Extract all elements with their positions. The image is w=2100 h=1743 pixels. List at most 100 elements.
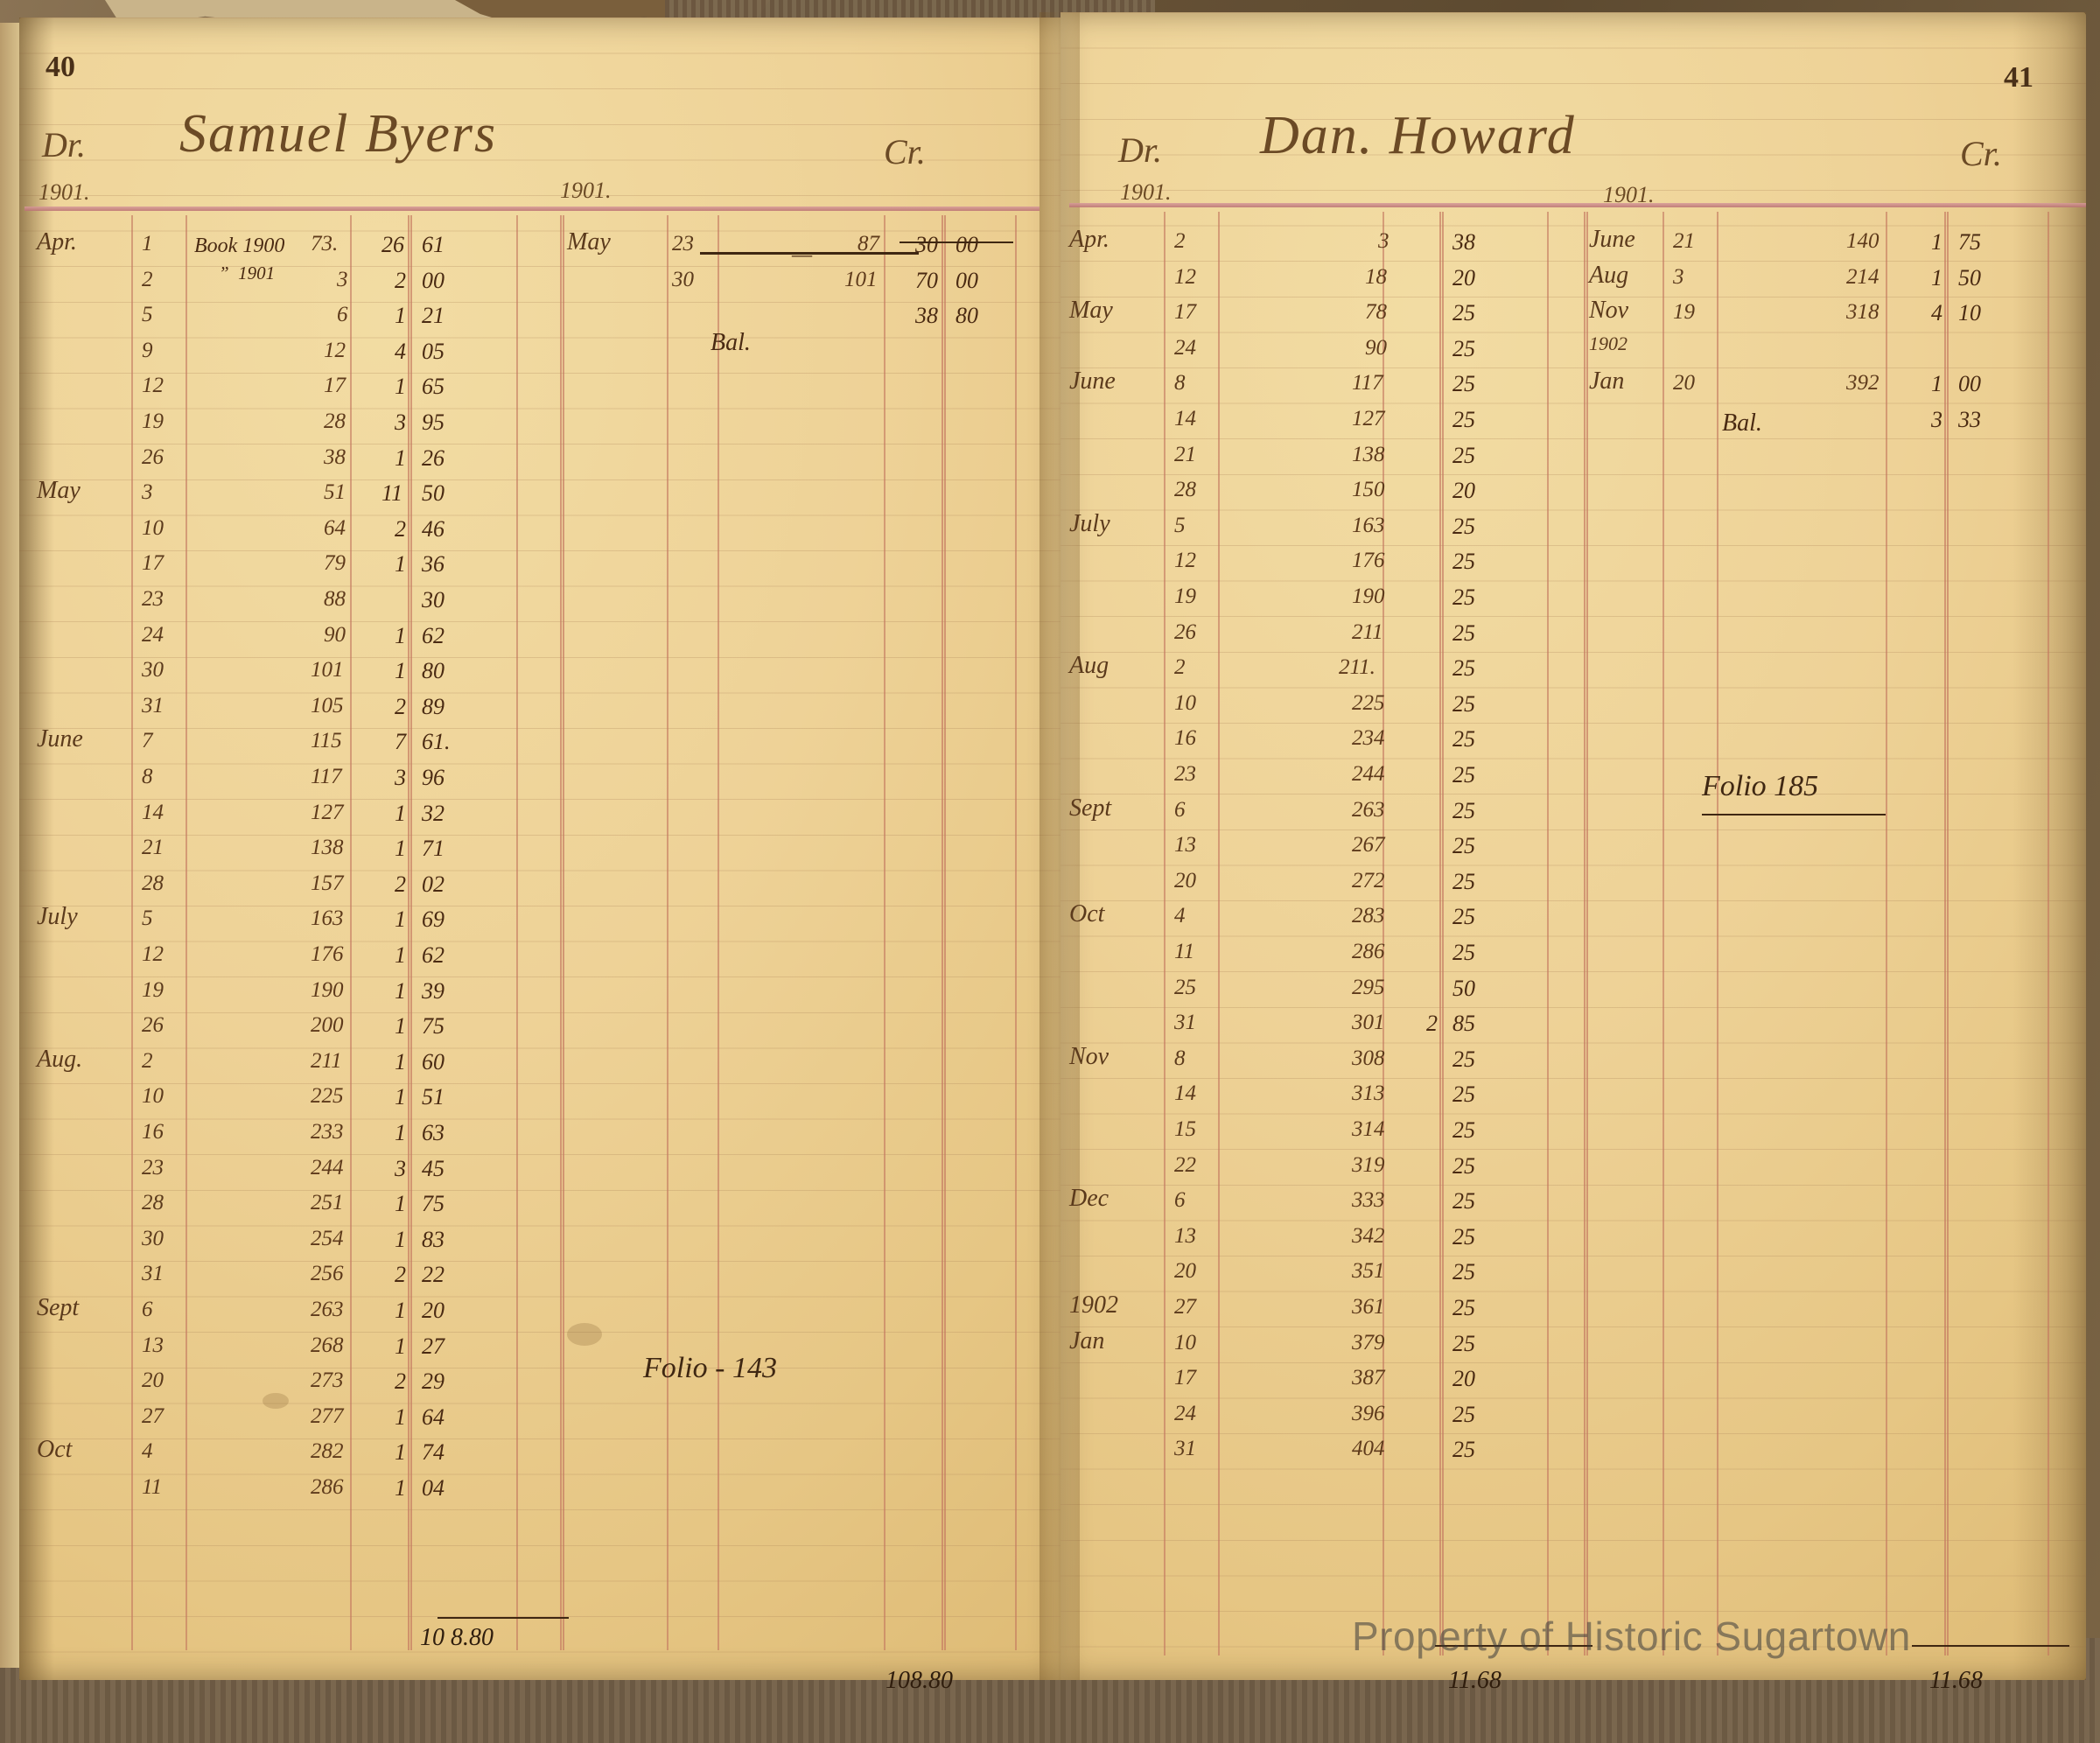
left-debit-cents-17: 71 (422, 836, 444, 862)
right-credit-dollars-4: 1 (1931, 371, 1942, 397)
left-debit-month-34: Oct (37, 1436, 73, 1464)
left-debit-day-25: 16 (142, 1120, 164, 1144)
right-total-rule (1435, 1645, 1592, 1647)
right-credit-dollars-5: 3 (1931, 407, 1942, 432)
col-rule-l5 (516, 215, 518, 1650)
right-debit-folio-22: 301 (1352, 1011, 1385, 1035)
right-debit-day-15: 23 (1174, 762, 1196, 786)
page-blemish-1 (567, 1323, 602, 1346)
right-debit-folio-21: 295 (1352, 975, 1385, 999)
left-debit-dollars-31: 1 (395, 1333, 406, 1359)
right-debit-cents-23: 25 (1452, 1046, 1475, 1072)
right-debit-cents-10: 25 (1452, 584, 1475, 610)
right-debit-month-30: 1902 (1069, 1292, 1118, 1319)
right-debit-month-31: Jan (1069, 1326, 1105, 1354)
right-debit-folio-12: 211. (1339, 655, 1376, 680)
left-debit-folio-23: 211 (311, 1048, 342, 1073)
credit-strikeout-2 (900, 242, 1013, 243)
right-debit-cents-34: 25 (1452, 1437, 1475, 1463)
left-debit-cents-0: 61 (422, 232, 444, 257)
right-page-number: 41 (2004, 61, 2034, 94)
left-debit-cents-7: 50 (422, 480, 444, 507)
left-debit-dollars-18: 2 (395, 871, 406, 897)
right-ledger-page (1060, 12, 2086, 1680)
right-folio-note: Folio 185 (1702, 770, 1819, 802)
left-debit-dollars-2: 1 (395, 303, 406, 329)
left-debit-day-30: 6 (142, 1298, 153, 1321)
left-debit-folio-32: 273 (311, 1368, 344, 1393)
right-debit-day-18: 20 (1174, 868, 1196, 892)
right-debit-cents-15: 25 (1452, 762, 1475, 788)
left-debit-dollars-23: 1 (395, 1048, 406, 1074)
left-page-number: 40 (46, 51, 75, 83)
right-credit-total-rule (1912, 1645, 2069, 1647)
left-debit-cents-3: 05 (422, 338, 444, 364)
right-debit-day-16: 6 (1174, 797, 1186, 822)
left-debit-cents-1: 00 (422, 267, 444, 293)
right-debit-month-19: Oct (1069, 900, 1105, 928)
left-account-name: Samuel Byers (179, 104, 498, 164)
left-debit-cents-29: 22 (422, 1262, 444, 1288)
left-debit-day-15: 8 (142, 765, 153, 788)
left-ledger-page (19, 18, 1060, 1680)
right-debit-cents-5: 25 (1452, 407, 1475, 432)
right-debit-folio-15: 244 (1352, 762, 1385, 786)
left-debit-folio-31: 268 (311, 1333, 344, 1357)
right-credit-folio-4: 392 (1846, 371, 1880, 396)
right-debit-cents-12: 25 (1452, 655, 1475, 682)
right-debit-folio-19: 283 (1352, 904, 1385, 928)
right-page-edge-shadow (2012, 12, 2086, 1680)
col-rule-r3 (1382, 212, 1384, 1656)
right-debit-folio-8: 163 (1352, 513, 1385, 537)
left-debit-folio-29: 256 (311, 1262, 344, 1286)
left-debit-cents-30: 20 (422, 1298, 444, 1323)
right-debit-day-21: 25 (1174, 975, 1196, 999)
right-credit-day-2: 19 (1673, 300, 1695, 325)
left-debit-dollars-14: 7 (395, 729, 406, 755)
left-debit-folio-0: 73. (311, 232, 339, 256)
left-debit-day-26: 23 (142, 1155, 164, 1180)
right-debit-day-9: 12 (1174, 549, 1196, 573)
col-rule-r2 (1218, 212, 1220, 1656)
right-debit-folio-1: 18 (1365, 264, 1387, 289)
col-rule-l10 (942, 215, 946, 1650)
right-debit-cents-17: 25 (1452, 833, 1475, 859)
left-debit-cents-32: 29 (422, 1368, 444, 1395)
left-debit-folio-25: 233 (311, 1120, 344, 1144)
right-debit-month-23: Nov (1069, 1042, 1110, 1070)
left-debit-folio-30: 263 (311, 1298, 344, 1321)
col-rule-r1 (1164, 212, 1166, 1656)
right-credit-day-1: 3 (1673, 264, 1684, 289)
right-debit-cents-4: 25 (1452, 371, 1475, 397)
left-debit-dollars-33: 1 (395, 1404, 406, 1430)
col-rule-l1 (131, 215, 133, 1650)
right-debit-cents-21: 50 (1452, 975, 1475, 1001)
left-debit-month-7: May (37, 477, 80, 505)
left-debit-day-7: 3 (142, 480, 153, 505)
left-debit-day-16: 14 (142, 800, 164, 824)
left-debit-folio-3: 12 (324, 338, 346, 362)
left-debit-day-6: 26 (142, 444, 164, 469)
left-page-gutter-shadow (19, 18, 54, 1680)
left-debit-day-2: 5 (142, 303, 153, 327)
col-rule-r11 (2048, 212, 2049, 1656)
col-rule-l3 (350, 215, 352, 1650)
left-debit-marker: Dr. (42, 125, 87, 164)
right-debit-folio-10: 190 (1352, 584, 1385, 608)
left-debit-dollars-21: 1 (395, 977, 406, 1004)
left-desc-line2: ” 1901 (219, 262, 276, 284)
left-debit-cents-31: 27 (422, 1333, 444, 1359)
right-credit-total: 11.68 (1929, 1667, 1983, 1694)
right-credit-month-3: 1902 (1589, 332, 1628, 354)
right-credit-cents-5: 33 (1958, 407, 1981, 432)
left-debit-day-12: 30 (142, 658, 164, 682)
left-debit-cents-10: 30 (422, 587, 444, 612)
right-debit-day-30: 27 (1174, 1295, 1196, 1319)
right-debit-day-6: 21 (1174, 442, 1196, 466)
left-debit-dollars-26: 3 (395, 1155, 406, 1181)
left-debit-folio-19: 163 (311, 906, 344, 931)
right-debit-cents-18: 25 (1452, 868, 1475, 894)
col-rule-l4 (408, 215, 412, 1650)
left-debit-cents-9: 36 (422, 551, 444, 578)
left-debit-folio-21: 190 (311, 977, 344, 1002)
